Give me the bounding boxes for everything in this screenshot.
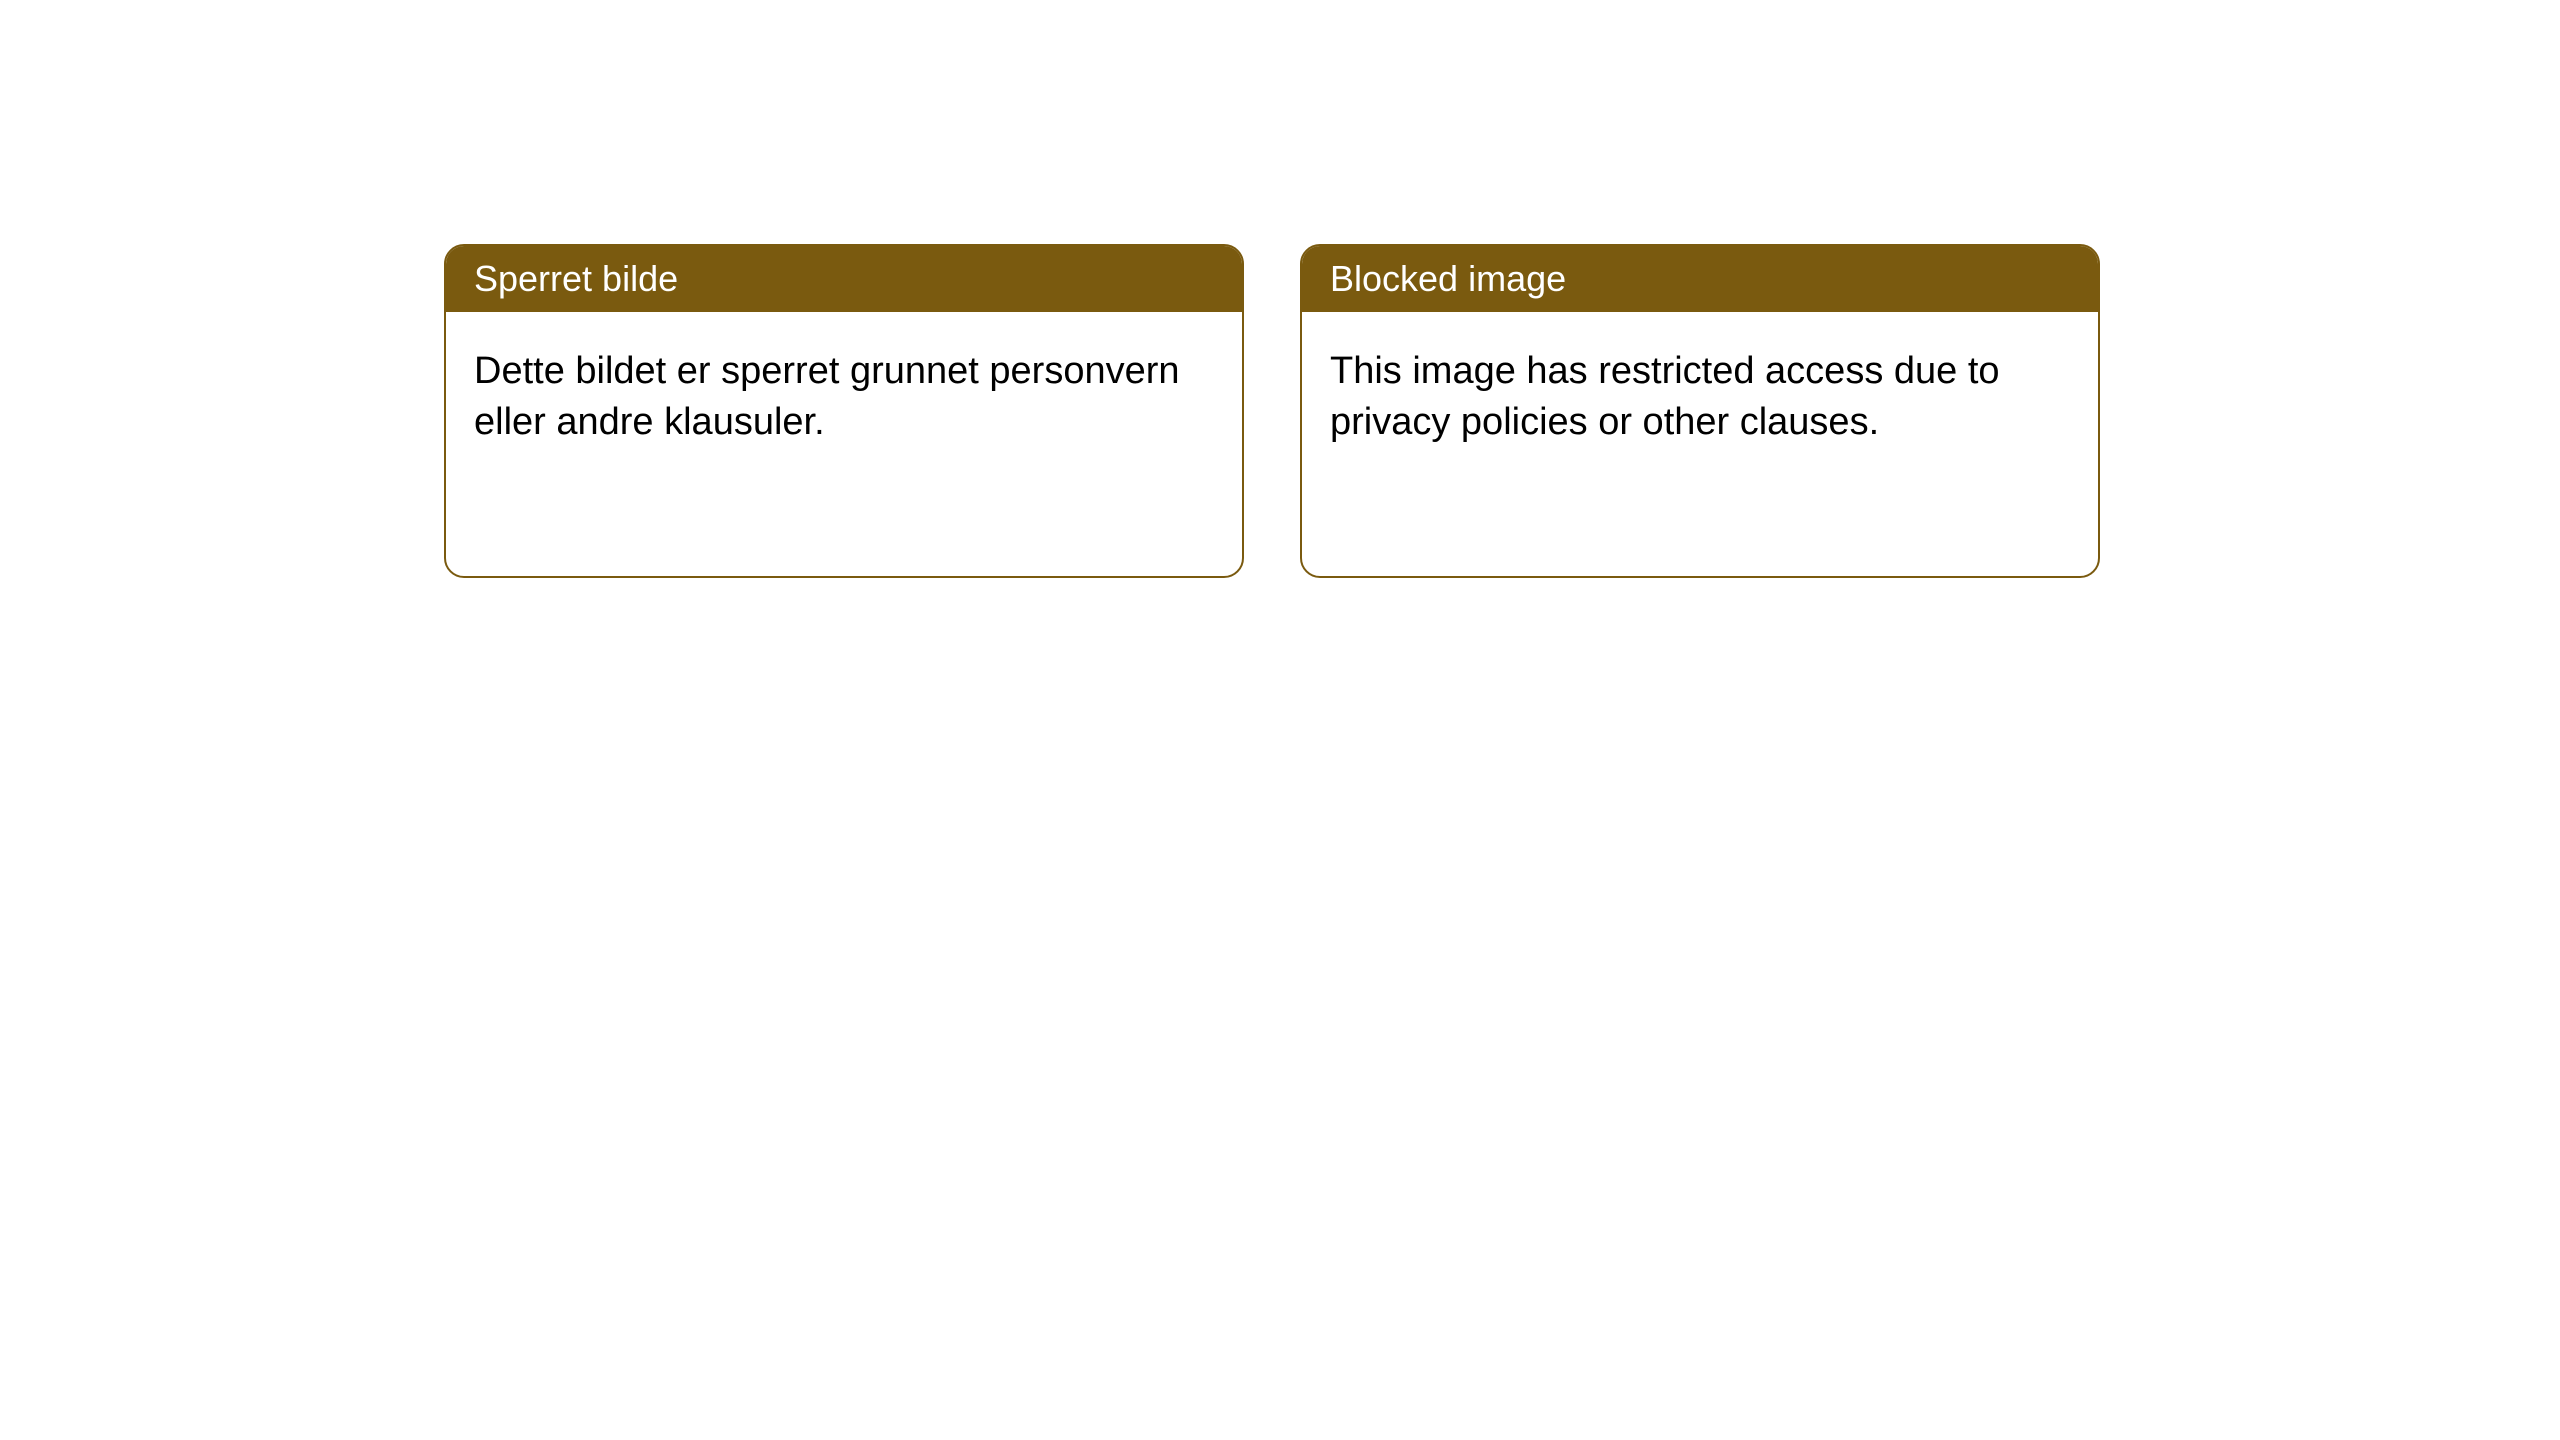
card-header-english: Blocked image bbox=[1302, 246, 2098, 312]
card-header-norwegian: Sperret bilde bbox=[446, 246, 1242, 312]
notice-card-english: Blocked image This image has restricted … bbox=[1300, 244, 2100, 578]
notice-card-norwegian: Sperret bilde Dette bildet er sperret gr… bbox=[444, 244, 1244, 578]
notice-cards-container: Sperret bilde Dette bildet er sperret gr… bbox=[444, 244, 2100, 578]
card-body-norwegian: Dette bildet er sperret grunnet personve… bbox=[446, 312, 1242, 483]
card-body-english: This image has restricted access due to … bbox=[1302, 312, 2098, 483]
